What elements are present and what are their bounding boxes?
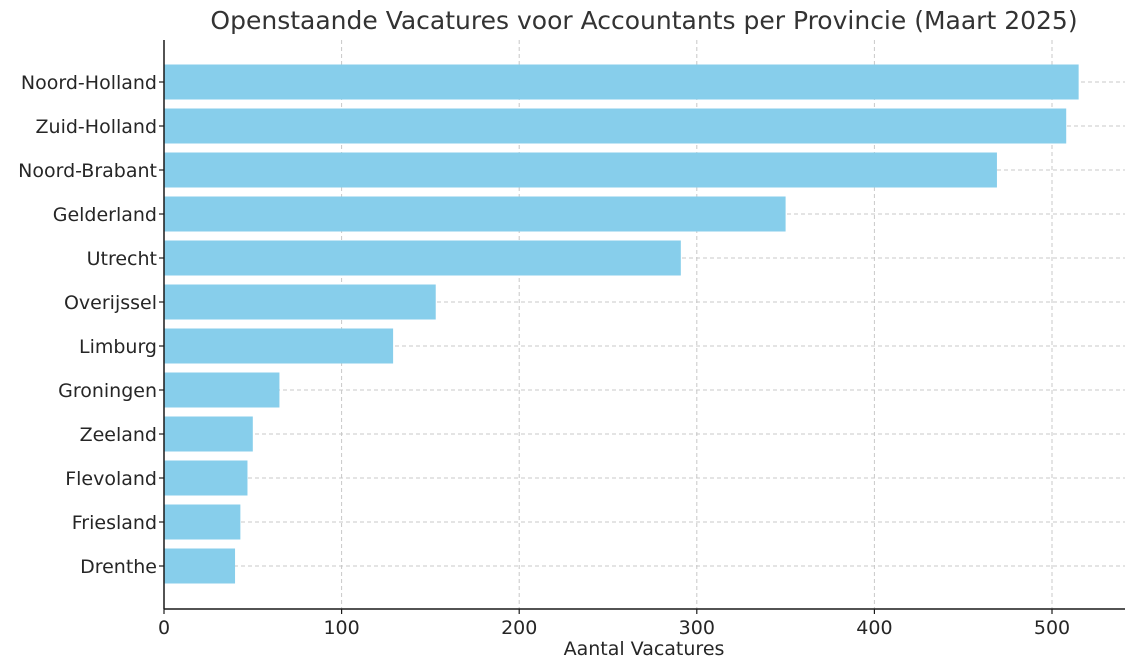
x-tick-label: 400 (856, 617, 892, 639)
bar (164, 460, 248, 496)
y-tick-labels: Noord-Holland Zuid-Holland Noord-Brabant Ge… (18, 72, 157, 578)
x-tick-label: 500 (1034, 617, 1070, 639)
y-tick-label: Zuid-Holland (36, 116, 157, 138)
y-tick-label: Friesland (72, 512, 157, 534)
bar (164, 240, 681, 276)
x-tick-label: 100 (323, 617, 359, 639)
y-tick-label: Limburg (79, 336, 157, 358)
bar (164, 548, 236, 584)
y-tick-label: Noord-Brabant (18, 160, 157, 182)
y-tick-label: Utrecht (87, 248, 157, 270)
y-tick-label: Zeeland (80, 424, 157, 446)
bar (164, 108, 1067, 144)
x-axis-label: Aantal Vacatures (564, 638, 725, 660)
y-tick-label: Groningen (58, 380, 157, 402)
bar (164, 284, 436, 320)
bar (164, 328, 394, 364)
bars (164, 64, 1079, 584)
y-tick-label: Noord-Holland (21, 72, 157, 94)
x-tick-label: 0 (158, 617, 170, 639)
chart-title: Openstaande Vacatures voor Accountants p… (210, 6, 1077, 35)
bar (164, 196, 786, 232)
x-tick-label: 300 (679, 617, 715, 639)
y-tick-label: Overijssel (64, 292, 157, 314)
y-tick-label: Drenthe (80, 556, 157, 578)
y-tick-label: Gelderland (53, 204, 157, 226)
x-tick-label: 200 (501, 617, 537, 639)
bar (164, 504, 241, 540)
bar (164, 372, 280, 408)
axes (159, 40, 1125, 614)
x-tick-labels: 0 100 200 300 400 500 (158, 617, 1070, 639)
bar (164, 64, 1079, 100)
bar (164, 152, 997, 188)
bar (164, 416, 253, 452)
y-tick-label: Flevoland (65, 468, 157, 490)
